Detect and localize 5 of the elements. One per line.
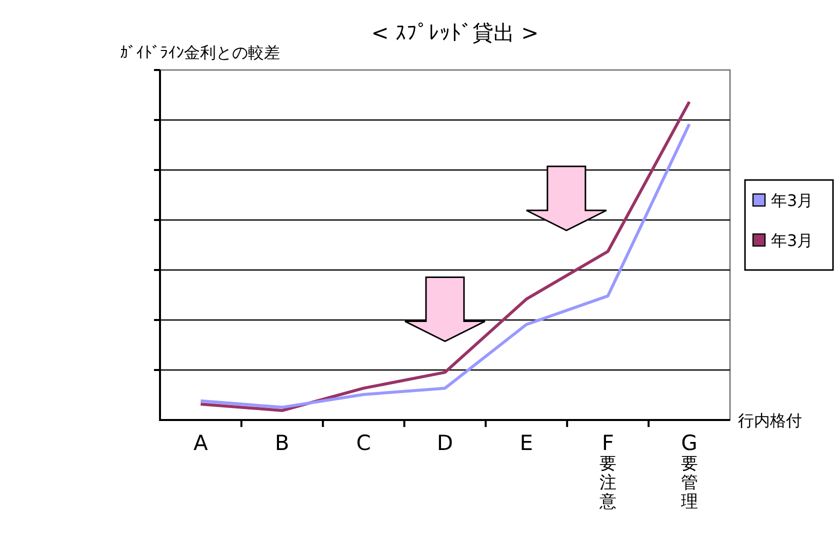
legend-label: 年3月 bbox=[771, 231, 814, 250]
legend-label: 年3月 bbox=[771, 191, 814, 210]
x-axis-title: 行内格付 bbox=[738, 411, 802, 430]
y-axis-title: ｶﾞｲﾄﾞﾗｲﾝ金利との較差 bbox=[120, 43, 280, 62]
chart-title: < ｽﾌﾟﾚｯﾄﾞ貸出 > bbox=[371, 21, 539, 45]
